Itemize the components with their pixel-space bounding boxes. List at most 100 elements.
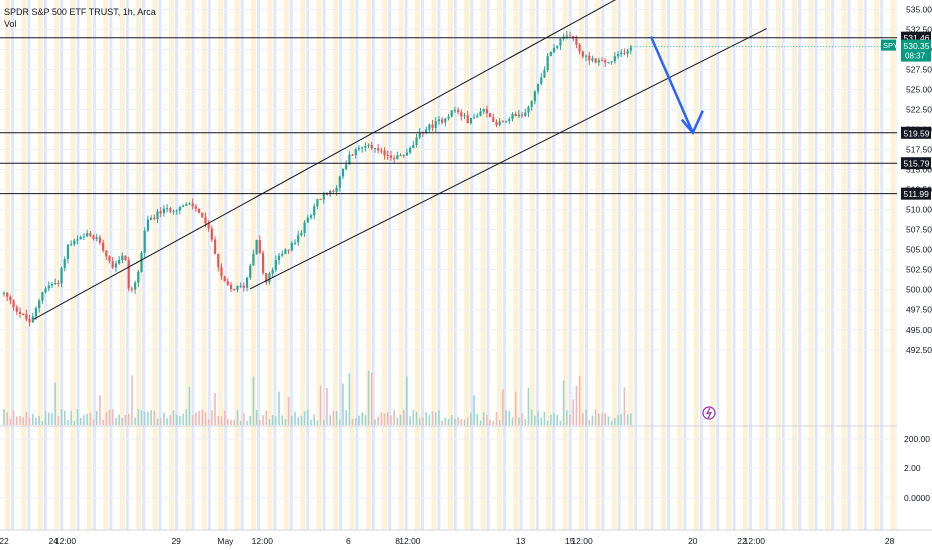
session-stripe [365, 0, 371, 530]
candle-body [463, 115, 466, 117]
session-stripe [470, 0, 474, 530]
candle-body [38, 300, 41, 309]
candle-body [82, 236, 86, 238]
candle-body [306, 217, 309, 223]
candle-body [63, 259, 66, 269]
candle-body [28, 319, 31, 323]
volume-bar [543, 411, 546, 425]
volume-bar [466, 417, 469, 425]
symbol-tag: SPY [883, 41, 898, 50]
candle-body [329, 190, 332, 195]
session-stripe [60, 0, 64, 530]
volume-bar [95, 411, 98, 425]
candle-body [565, 35, 568, 37]
candle-body [140, 252, 143, 272]
trend-channel[interactable] [33, 0, 767, 320]
session-stripe [841, 0, 847, 530]
session-stripe [43, 0, 47, 530]
volume-bar [15, 416, 18, 425]
candle-body [185, 204, 188, 206]
candle-body [226, 281, 229, 285]
volume-bar [479, 420, 482, 425]
volume-bar [9, 418, 12, 425]
volume-bar [354, 418, 357, 425]
candle-body [431, 124, 434, 128]
candle-body [604, 60, 607, 63]
candle-body [361, 147, 364, 149]
volume-bar [313, 414, 316, 425]
lightning-icon[interactable] [702, 406, 716, 420]
session-stripe [726, 0, 732, 530]
volume-bar [428, 415, 431, 425]
volume-bar [156, 418, 159, 425]
candle-body [345, 164, 348, 169]
session-stripe [863, 0, 867, 530]
volume-bar [217, 415, 220, 425]
session-stripe [27, 0, 31, 530]
candle-body [6, 292, 9, 297]
session-stripe [847, 0, 851, 530]
price-tick-label: 525.00 [906, 84, 932, 94]
price-axis[interactable] [897, 0, 932, 550]
candle-body [514, 113, 517, 117]
volume-bar [527, 387, 530, 425]
volume-indicator-label[interactable]: Vol [4, 19, 17, 29]
candle-body [341, 168, 345, 177]
candle-body [434, 121, 437, 128]
volume-bar [447, 419, 450, 425]
volume-bar [620, 414, 623, 425]
session-stripe [158, 0, 162, 530]
volume-bar [514, 391, 517, 425]
volume-bar [63, 410, 66, 425]
volume-bar [284, 419, 287, 425]
candle-body [146, 219, 150, 231]
volume-bar [594, 409, 597, 425]
session-stripe [87, 0, 92, 530]
session-stripe [480, 0, 486, 530]
down-arrow-drawing[interactable] [649, 36, 704, 136]
trend-line[interactable] [249, 28, 767, 290]
session-stripe [535, 0, 539, 530]
volume-bar [399, 414, 402, 425]
volume-bar [438, 410, 440, 425]
candle-body [201, 212, 204, 218]
volume-bar [188, 386, 191, 425]
volume-bar [460, 419, 463, 425]
volume-bar [626, 414, 629, 425]
candle-body [441, 119, 444, 123]
candle-body [233, 288, 236, 290]
trend-line[interactable] [33, 0, 647, 320]
candle-body [197, 208, 201, 213]
candle-body [501, 121, 504, 123]
volume-bar [610, 420, 613, 425]
price-tick-label: 527.50 [906, 64, 932, 74]
arrow-head[interactable] [680, 110, 704, 136]
price-grid [0, 8, 893, 351]
bar-countdown: 08:37 [905, 52, 926, 61]
volume-bar [92, 419, 95, 425]
candle-body [188, 203, 191, 205]
volume-bar [243, 413, 245, 425]
candle-body [22, 313, 25, 315]
session-stripe [595, 0, 601, 530]
volume-bar [163, 412, 165, 425]
candle-body [377, 148, 380, 151]
volume-bar [108, 409, 111, 425]
volume-bar [198, 410, 200, 425]
volume-bar [450, 415, 453, 425]
price-tick-label: 495.00 [906, 325, 932, 335]
arrow-shaft[interactable] [649, 36, 694, 134]
session-stripe [667, 0, 670, 530]
volume-bar [607, 416, 610, 425]
candle-body [575, 38, 578, 45]
volume-bar [291, 415, 293, 425]
level-axis-label-bg [901, 126, 931, 139]
time-axis[interactable] [0, 530, 932, 550]
symbol-title[interactable]: SPDR S&P 500 ETF TRUST, 1h, Arca [4, 7, 156, 17]
price-tick-label: 510.00 [906, 205, 932, 215]
volume-bar [521, 413, 523, 425]
candle-body [313, 206, 316, 216]
volume-bar [227, 419, 229, 425]
